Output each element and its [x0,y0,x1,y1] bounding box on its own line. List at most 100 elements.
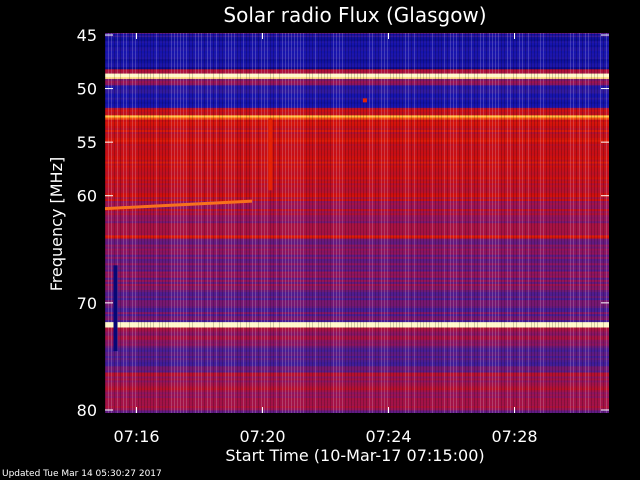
frequency-band-9 [105,161,609,164]
frequency-band-9 [105,153,609,157]
frequency-band-20 [105,360,609,363]
frequency-band-17 [105,292,609,295]
frequency-band-17 [105,298,609,301]
frequency-band-20 [105,353,609,357]
frequency-band-12 [105,229,609,232]
frequency-band-17 [105,314,609,317]
frequency-band-9 [105,143,609,147]
frequency-band-19 [105,331,609,334]
frequency-band-2 [105,69,609,72]
frequency-band-3 [105,73,609,76]
y-axis-label: Frequency [MHz] [47,157,66,291]
frequency-band-21 [105,372,609,375]
x-axis-label: Start Time (10-Mar-17 07:15:00) [225,446,484,465]
frequency-band-10 [105,195,609,198]
frequency-band-21 [105,388,609,391]
frequency-band-6 [105,107,609,111]
frequency-band-9 [105,157,609,161]
frequency-band-21 [105,400,609,403]
burst-line-0 [105,199,253,211]
frequency-band-12 [105,225,609,228]
frequency-band-5 [105,105,609,109]
frequency-band-9 [105,159,609,162]
frequency-band-7 [105,115,609,118]
frequency-band-10 [105,187,609,190]
frequency-band-9 [105,128,609,131]
frequency-band-10 [105,177,609,180]
frequency-band-11 [105,215,609,218]
frequency-band-17 [105,296,609,299]
frequency-band-19 [105,337,609,341]
frequency-band-17 [105,308,609,311]
frequency-band-6 [105,113,609,116]
frequency-band-9 [105,145,609,149]
frequency-band-14 [105,252,609,256]
frequency-band-5 [105,87,609,90]
x-tick-label: 07:24 [365,427,411,446]
vertical-streak-1 [268,118,273,191]
frequency-band-8 [105,119,609,123]
frequency-band-20 [105,368,609,371]
frequency-band-10 [105,173,609,176]
frequency-band-12 [105,231,609,234]
frequency-band-3 [105,77,609,80]
frequency-band-15 [105,254,609,258]
frequency-band-17 [105,294,609,297]
y-tick-label: 55 [77,133,97,152]
frequency-band-19 [105,329,609,332]
frequency-band-12 [105,221,609,224]
frequency-band-10 [105,183,609,186]
frequency-band-17 [105,310,609,313]
frequency-band-20 [105,356,609,359]
frequency-band-17 [105,312,609,315]
frequency-band-16 [105,285,609,289]
frequency-band-10 [105,163,609,166]
frequency-band-5 [105,99,609,103]
frequency-band-20 [105,351,609,355]
frequency-band-21 [105,408,609,411]
axis-ticks: 45 50 55 60 70 80 07:16 07:20 07:24 07:28 [77,26,609,446]
frequency-band-4 [105,83,609,86]
frequency-band-11 [105,207,609,210]
frequency-band-9 [105,131,609,135]
frequency-band-16 [105,269,609,272]
frequency-band-9 [105,137,609,141]
frequency-band-14 [105,240,609,243]
frequency-band-4 [105,81,609,84]
frequency-band-9 [105,130,609,133]
frequency-band-7 [105,117,609,121]
update-timestamp: Updated Tue Mar 14 05:30:27 2017 [2,469,162,479]
frequency-band-11 [105,205,609,208]
frequency-band-21 [105,384,609,387]
frequency-band-20 [105,345,609,349]
frequency-band-1 [105,63,609,66]
frequency-band-13 [105,235,609,238]
frequency-band-9 [105,147,609,151]
frequency-band-20 [105,347,609,351]
frequency-band-16 [105,273,609,277]
frequency-band-18 [105,323,609,327]
frequency-band-16 [105,279,609,283]
frequency-band-16 [105,281,609,285]
frequency-band-21 [105,374,609,377]
frequency-band-8 [105,123,609,127]
frequency-band-14 [105,242,609,245]
x-tick-label: 07:16 [113,427,159,446]
frequency-band-10 [105,191,609,194]
frequency-band-14 [105,238,609,241]
frequency-band-21 [105,382,609,385]
frequency-band-17 [105,304,609,307]
frequency-band-1 [105,43,609,46]
frequency-band-9 [105,151,609,155]
frequency-band-21 [105,380,609,383]
frequency-band-0 [105,33,609,36]
frequency-band-10 [105,189,609,192]
frequency-band-1 [105,55,609,58]
y-tick-label: 60 [77,187,97,206]
frequency-band-1 [105,47,609,50]
frequency-band-14 [105,244,609,248]
frequency-band-5 [105,95,609,99]
frequency-band-6 [105,111,609,114]
frequency-band-5 [105,103,609,107]
